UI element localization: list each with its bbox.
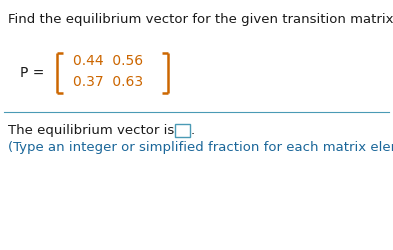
Text: 0.44  0.56: 0.44 0.56 — [73, 54, 143, 68]
Text: 0.37  0.63: 0.37 0.63 — [73, 75, 143, 89]
Text: The equilibrium vector is: The equilibrium vector is — [8, 124, 178, 137]
Text: Find the equilibrium vector for the given transition matrix.: Find the equilibrium vector for the give… — [8, 13, 393, 26]
Text: P =: P = — [20, 66, 44, 80]
Text: (Type an integer or simplified fraction for each matrix element.): (Type an integer or simplified fraction … — [8, 141, 393, 154]
Bar — [175, 124, 190, 137]
Text: .: . — [191, 124, 195, 137]
